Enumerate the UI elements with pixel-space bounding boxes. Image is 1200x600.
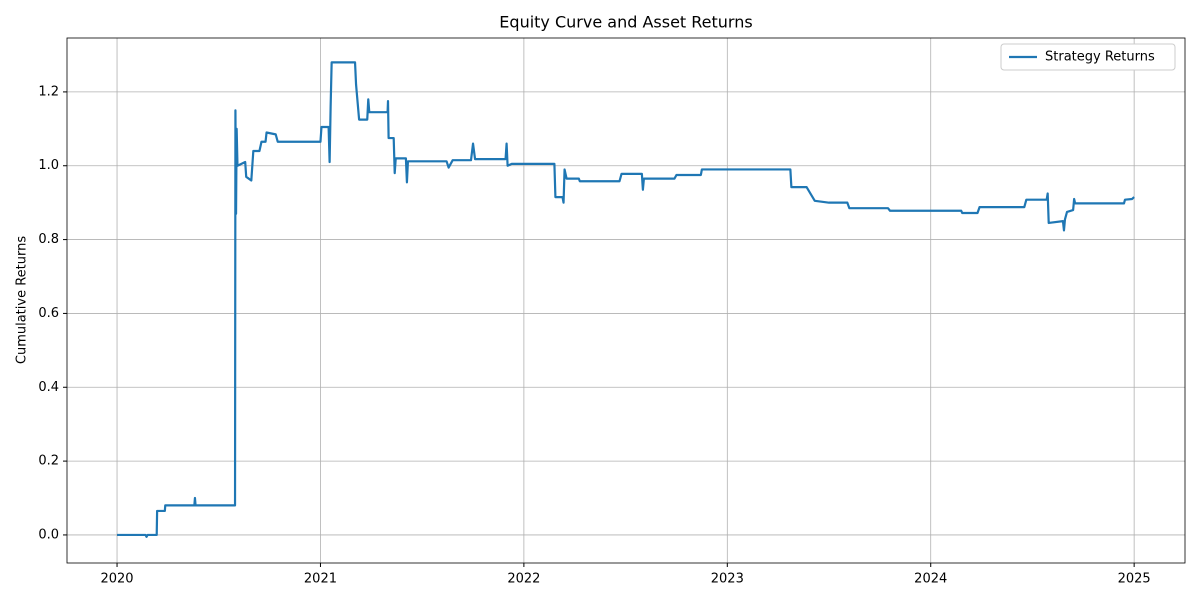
legend-box bbox=[1000, 43, 1176, 71]
plot-frame bbox=[66, 37, 1186, 564]
y-tick-label: 0.6 bbox=[38, 306, 59, 321]
y-axis-label: Cumulative Returns bbox=[15, 236, 30, 364]
y-tick-label: 0.8 bbox=[38, 232, 59, 247]
x-tick-label: 2022 bbox=[507, 572, 540, 587]
x-tick-label: 2024 bbox=[914, 572, 947, 587]
x-tick-label: 2025 bbox=[1118, 572, 1151, 587]
legend-label: Strategy Returns bbox=[1045, 50, 1155, 65]
chart-title: Equity Curve and Asset Returns bbox=[499, 13, 752, 32]
x-tick-label: 2023 bbox=[711, 572, 744, 587]
y-tick-label: 0.0 bbox=[38, 527, 59, 542]
x-tick-label: 2020 bbox=[100, 572, 133, 587]
y-tick-label: 0.4 bbox=[38, 380, 59, 395]
y-tick-label: 1.2 bbox=[38, 84, 59, 99]
y-tick-label: 0.2 bbox=[38, 454, 59, 469]
x-tick-label: 2021 bbox=[304, 572, 337, 587]
series-line bbox=[117, 61, 1135, 538]
y-tick-label: 1.0 bbox=[38, 158, 59, 173]
